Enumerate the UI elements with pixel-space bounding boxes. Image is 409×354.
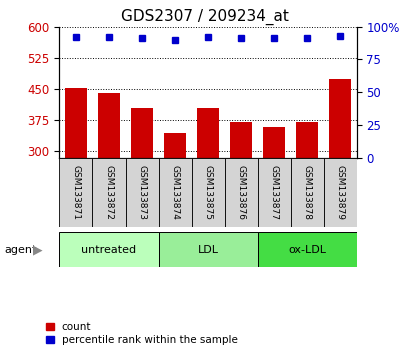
Bar [263,127,284,158]
Text: GSM133871: GSM133871 [71,165,80,219]
Bar [329,79,350,158]
Bar [92,158,125,227]
Text: GSM133875: GSM133875 [203,165,212,219]
Bar [323,158,356,227]
Text: LDL: LDL [197,245,218,255]
Text: agent: agent [4,245,36,255]
Text: ox-LDL: ox-LDL [288,245,326,255]
Bar [164,133,185,158]
Bar [191,158,224,227]
Bar [257,232,356,267]
Bar [296,122,317,158]
Bar [197,108,218,158]
Bar [290,158,323,227]
Bar [59,158,92,227]
Text: GSM133872: GSM133872 [104,165,113,219]
Bar [59,232,158,267]
Text: GSM133879: GSM133879 [335,165,344,219]
Bar [131,108,153,158]
Bar [98,93,119,158]
Text: untreated: untreated [81,245,136,255]
Legend: count, percentile rank within the sample: count, percentile rank within the sample [46,322,237,345]
Bar [257,158,290,227]
Bar [158,158,191,227]
Text: GSM133874: GSM133874 [170,165,179,219]
Text: GSM133876: GSM133876 [236,165,245,219]
Bar [158,232,257,267]
Bar [65,88,86,158]
Text: GSM133878: GSM133878 [302,165,311,219]
Text: GDS2307 / 209234_at: GDS2307 / 209234_at [121,9,288,25]
Bar [224,158,257,227]
Text: ▶: ▶ [33,243,43,256]
Text: GSM133877: GSM133877 [269,165,278,219]
Bar [230,122,251,158]
Text: GSM133873: GSM133873 [137,165,146,219]
Bar [125,158,158,227]
